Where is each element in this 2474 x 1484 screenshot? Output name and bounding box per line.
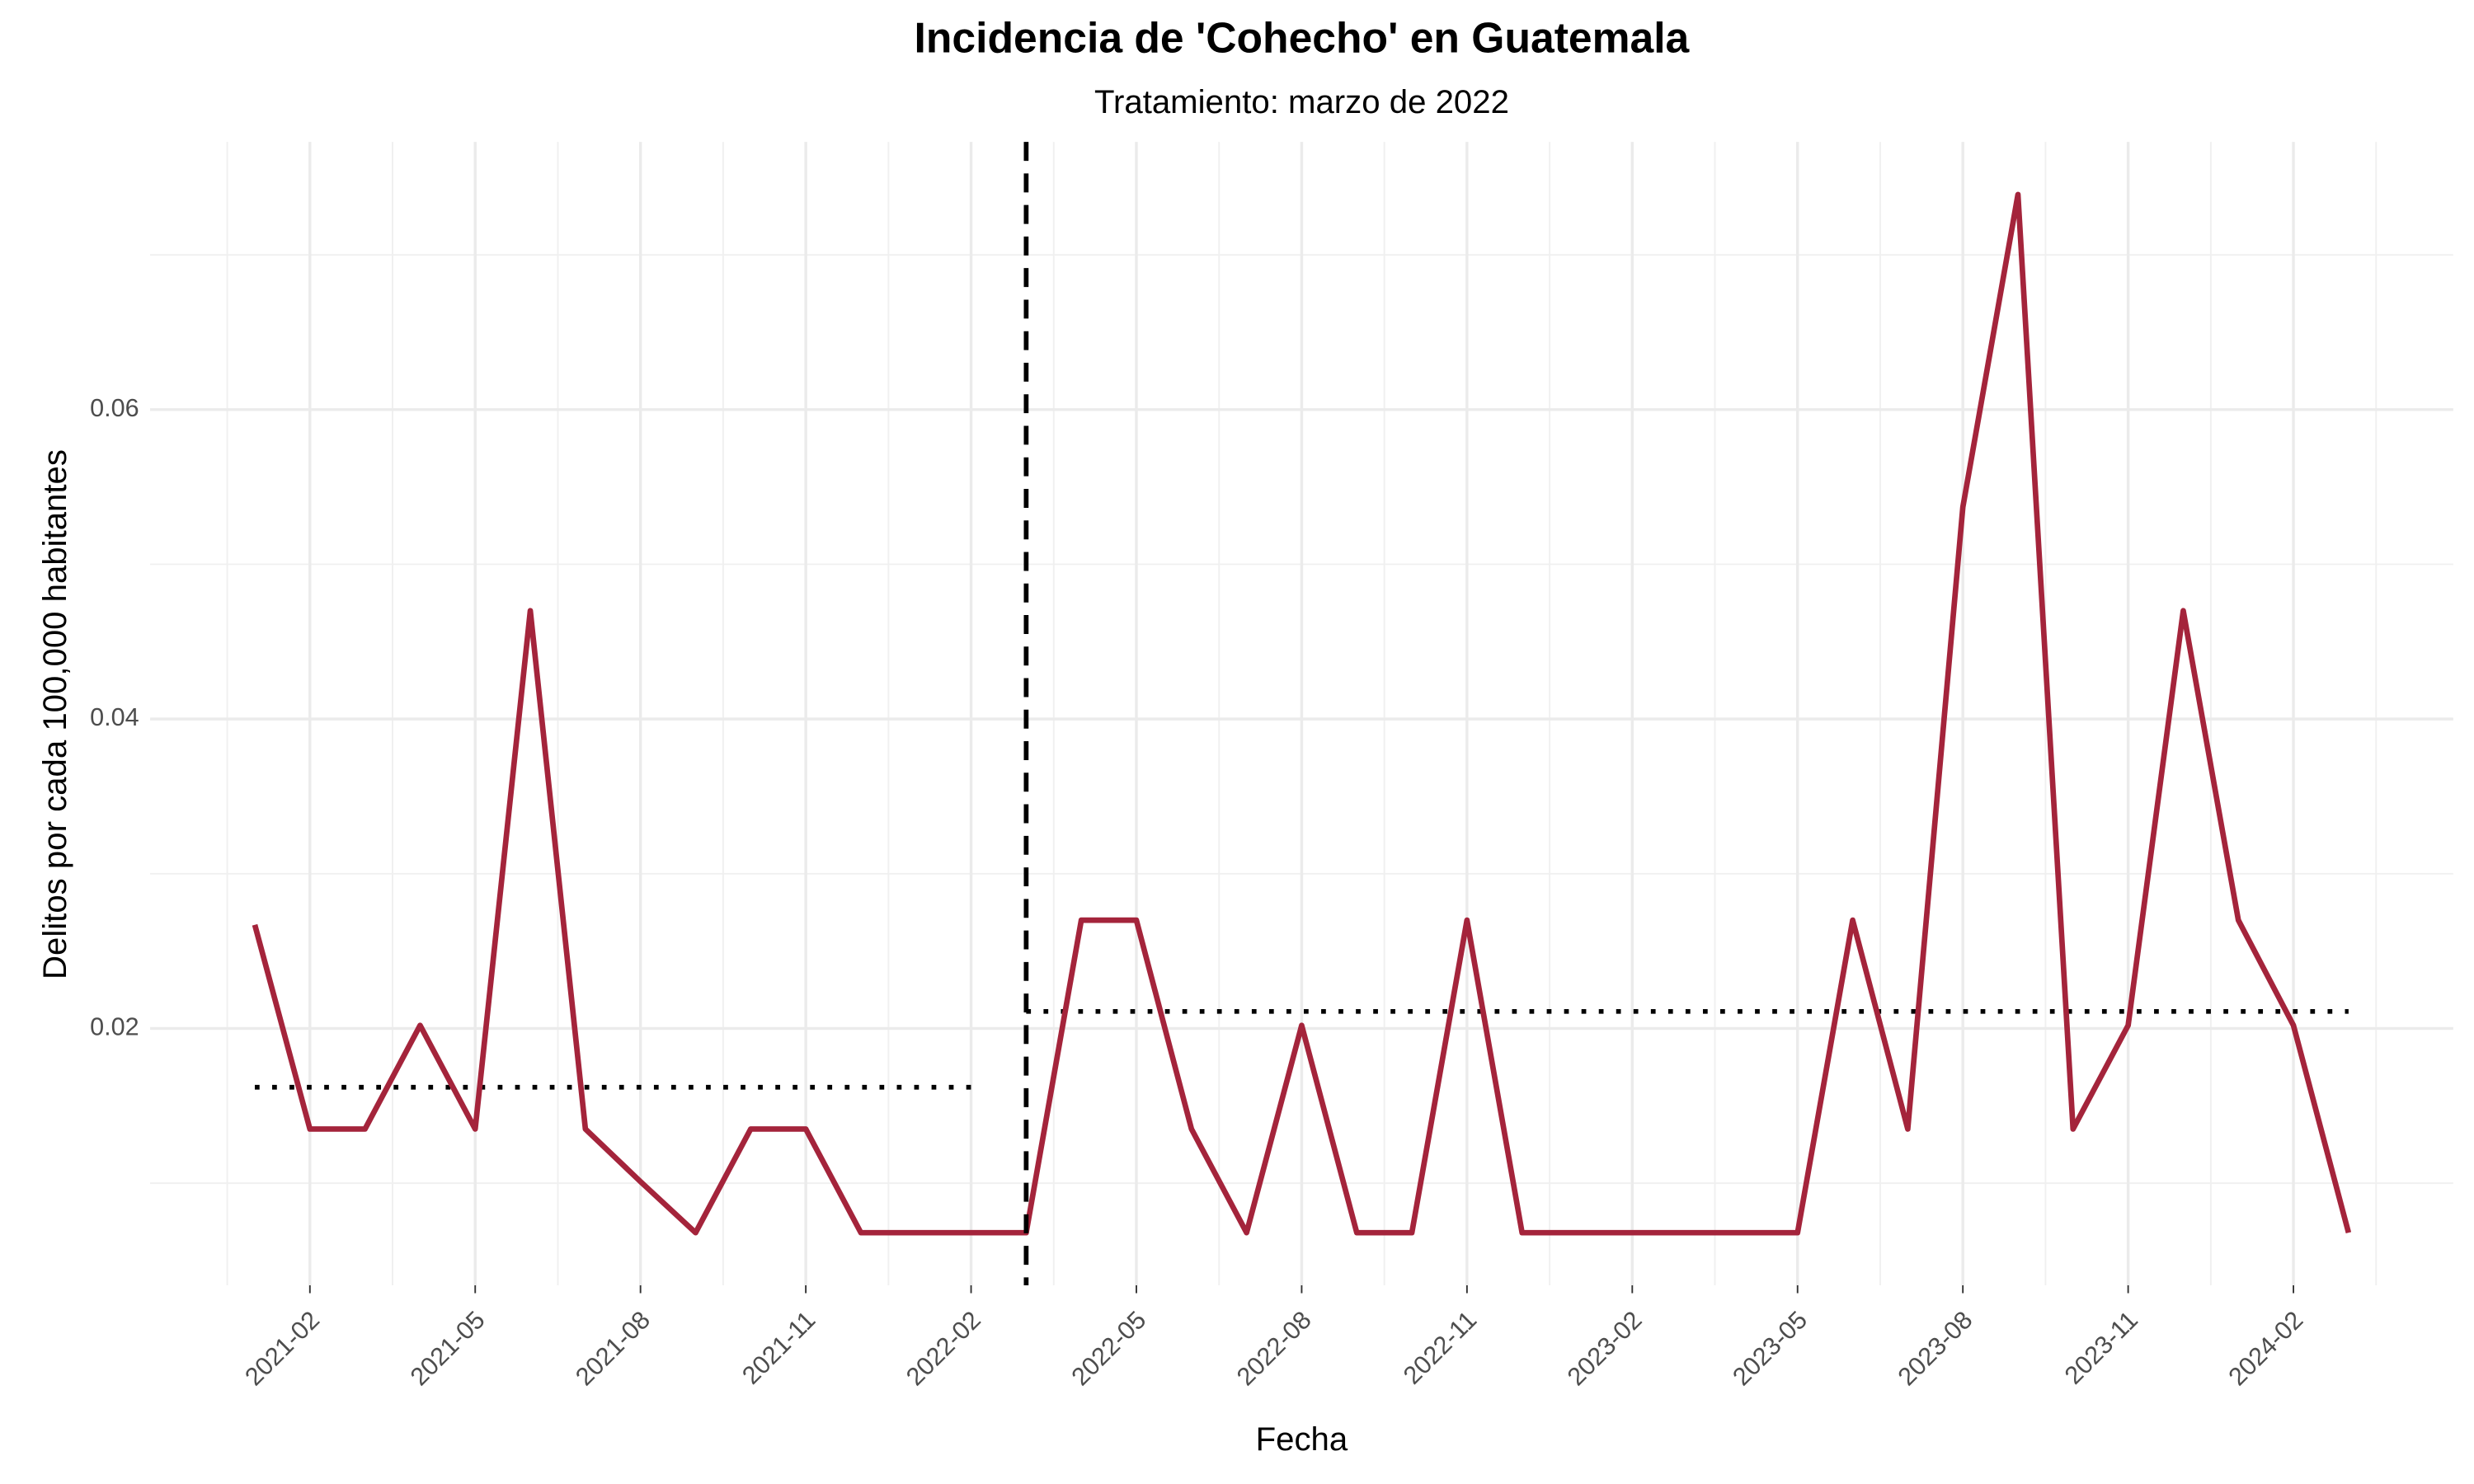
y-tick-label: 0.02	[90, 1013, 139, 1041]
x-tick-label: 2021-08	[571, 1306, 656, 1391]
x-tick-label: 2021-11	[737, 1306, 821, 1390]
x-tick-label: 2022-08	[1231, 1306, 1316, 1391]
data-line	[252, 191, 2352, 1236]
x-tick-label: 2023-08	[1893, 1306, 1978, 1391]
x-tick-label: 2022-11	[1398, 1306, 1482, 1390]
chart-subtitle: Tratamiento: marzo de 2022	[1094, 83, 1509, 120]
y-tick-label: 0.04	[90, 703, 139, 731]
y-tick-label: 0.06	[90, 394, 139, 422]
x-tick-label: 2022-02	[901, 1306, 985, 1391]
y-axis-label: Delitos por cada 100,000 habitantes	[36, 449, 73, 979]
x-tick-label: 2021-05	[405, 1306, 490, 1391]
chart-title: Incidencia de 'Cohecho' en Guatemala	[915, 13, 1691, 61]
x-axis-label: Fecha	[1256, 1421, 1348, 1458]
x-tick-label: 2022-05	[1066, 1306, 1151, 1391]
x-tick-label: 2023-02	[1562, 1306, 1647, 1391]
x-tick-label: 2021-02	[240, 1306, 325, 1391]
x-tick-label: 2023-05	[1728, 1306, 1813, 1391]
x-tick-label: 2024-02	[2223, 1306, 2308, 1391]
x-tick-label: 2023-11	[2059, 1306, 2143, 1390]
